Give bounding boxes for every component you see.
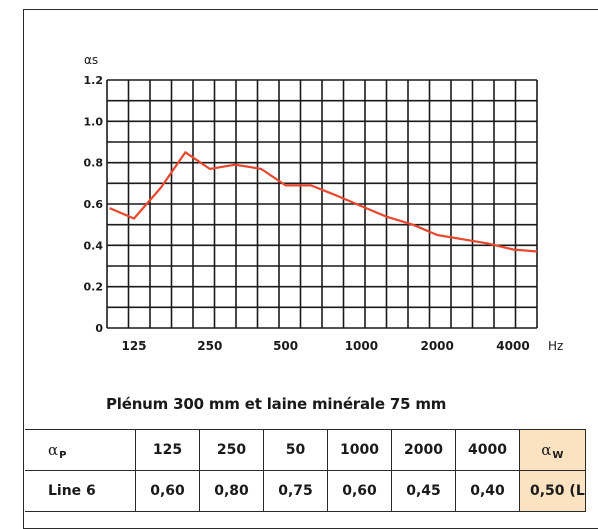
- x-tick-label: 500: [273, 339, 298, 353]
- y-tick-label: 1.0: [84, 115, 104, 128]
- absorption-table: αP 125 250 50 1000 2000 4000 αW Line 6 0…: [25, 429, 586, 512]
- y-axis-label: αs: [84, 53, 98, 67]
- y-tick-label: 0.8: [84, 157, 104, 170]
- y-tick-label: 0.2: [84, 281, 104, 294]
- freq-header: 125: [135, 429, 200, 471]
- x-tick-label: 1000: [345, 339, 378, 353]
- y-tick-label: 1.2: [84, 74, 104, 87]
- x-tick-label: 4000: [496, 339, 529, 353]
- y-tick-label: 0.6: [84, 198, 104, 211]
- freq-header: 4000: [455, 429, 520, 471]
- freq-header: 50: [263, 429, 328, 471]
- value-cell: 0,60: [135, 470, 200, 512]
- table-row: Line 6 0,60 0,80 0,75 0,60 0,45 0,40 0,5…: [25, 470, 586, 512]
- x-tick-label: 250: [197, 339, 222, 353]
- chart-caption: Plénum 300 mm et laine minérale 75 mm: [106, 395, 447, 413]
- absorption-chart: 0 0.2 0.4 0.6 0.8 1.0 1.2 αs 125 250 500 1000 2000 40…: [84, 53, 564, 353]
- row-label: Line 6: [25, 470, 136, 512]
- alpha-w-value: 0,50 (L: [519, 470, 586, 512]
- value-cell: 0,40: [455, 470, 520, 512]
- value-cell: 0,45: [391, 470, 456, 512]
- freq-header: 1000: [327, 429, 392, 471]
- x-tick-label: 2000: [420, 339, 453, 353]
- value-cell: 0,75: [263, 470, 328, 512]
- absorption-series-line: [109, 151, 538, 253]
- freq-header: 250: [199, 429, 264, 471]
- value-cell: 0,80: [199, 470, 264, 512]
- y-tick-label: 0.4: [84, 239, 104, 252]
- y-tick-label: 0: [95, 322, 103, 335]
- x-tick-label: 125: [121, 339, 146, 353]
- alpha-p-header: αP: [25, 429, 136, 471]
- freq-header: 2000: [391, 429, 456, 471]
- value-cell: 0,60: [327, 470, 392, 512]
- x-axis-label: Hz: [548, 339, 563, 353]
- alpha-w-header: αW: [519, 429, 586, 471]
- table-header-row: αP 125 250 50 1000 2000 4000 αW: [25, 429, 586, 471]
